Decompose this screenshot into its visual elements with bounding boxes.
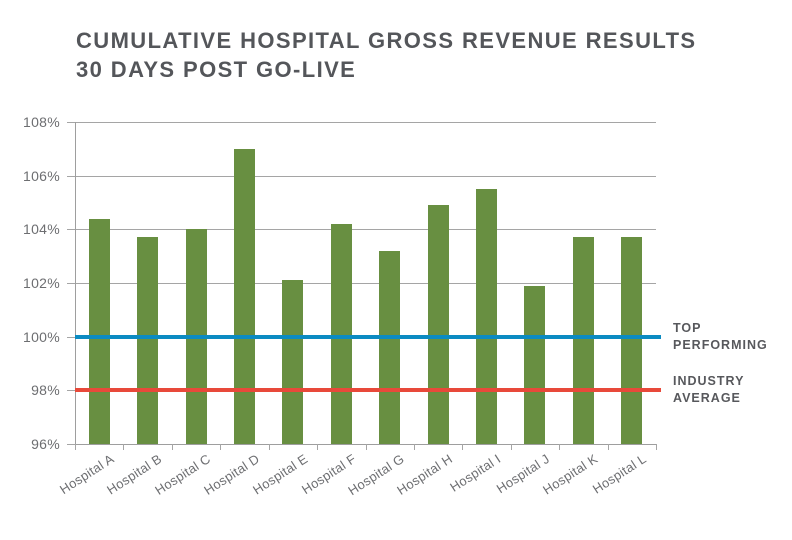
y-axis-line xyxy=(75,122,76,450)
x-axis-tick xyxy=(220,444,222,450)
reference-line-top-performing xyxy=(75,334,661,339)
y-axis-tick xyxy=(67,390,75,392)
x-axis-tick xyxy=(413,444,415,450)
y-axis-tick-label: 96% xyxy=(31,436,60,452)
y-axis-tick-label: 108% xyxy=(22,114,60,130)
y-axis-tick xyxy=(67,122,75,123)
x-axis-tick xyxy=(510,444,512,450)
x-axis-tick xyxy=(462,444,464,450)
x-axis-tick xyxy=(75,444,76,450)
y-axis-tick-label: 106% xyxy=(22,167,60,184)
x-axis-tick xyxy=(559,444,561,450)
chart-title-line2: 30 DAYS POST GO-LIVE xyxy=(76,57,357,82)
x-axis-tick xyxy=(268,444,270,450)
x-category-label-hospital-i: Hospital I xyxy=(447,451,504,495)
x-axis-tick xyxy=(171,444,173,450)
y-gridline xyxy=(75,229,656,231)
x-axis-tick xyxy=(656,444,657,450)
bar-hospital-b xyxy=(137,237,159,444)
bar-hospital-e xyxy=(282,280,304,444)
bar-hospital-j xyxy=(524,285,546,444)
x-axis-tick xyxy=(123,444,125,450)
y-axis-tick-label: 104% xyxy=(22,221,60,238)
y-axis-tick-label: 100% xyxy=(22,328,60,345)
y-axis-tick-label: 98% xyxy=(31,382,60,399)
y-axis-tick xyxy=(67,229,75,231)
reference-line-label-top-performing: TOP PERFORMING xyxy=(673,320,768,354)
bar-hospital-a xyxy=(88,218,110,444)
y-axis-tick xyxy=(67,283,75,284)
y-axis-tick-label: 102% xyxy=(22,275,60,291)
reference-line-label-text: PERFORMING xyxy=(673,337,768,352)
y-axis-tick xyxy=(67,444,75,445)
y-gridline xyxy=(75,175,656,177)
chart-title: CUMULATIVE HOSPITAL GROSS REVENUE RESULT… xyxy=(76,26,696,84)
y-gridline xyxy=(75,283,656,284)
reference-line-label-text: AVERAGE xyxy=(673,391,741,406)
x-axis-tick xyxy=(607,444,609,450)
bar-hospital-i xyxy=(476,189,498,444)
reference-line-label-text: TOP xyxy=(673,320,702,335)
chart-title-line1: CUMULATIVE HOSPITAL GROSS REVENUE RESULT… xyxy=(76,28,697,53)
x-category-label-hospital-l: Hospital L xyxy=(589,451,649,497)
reference-line-label-industry-average: INDUSTRY AVERAGE xyxy=(673,373,744,407)
bar-hospital-g xyxy=(379,250,401,444)
x-axis-tick xyxy=(365,444,367,450)
bar-hospital-k xyxy=(572,237,594,444)
bar-hospital-d xyxy=(233,148,255,444)
x-axis-tick xyxy=(317,444,319,450)
reference-line-label-text: INDUSTRY xyxy=(673,374,745,389)
y-axis-tick xyxy=(67,175,75,177)
y-axis-tick xyxy=(67,336,75,338)
y-gridline xyxy=(75,122,656,123)
bar-hospital-h xyxy=(427,205,449,444)
reference-line-industry-average xyxy=(75,388,661,393)
bar-hospital-l xyxy=(621,237,643,444)
